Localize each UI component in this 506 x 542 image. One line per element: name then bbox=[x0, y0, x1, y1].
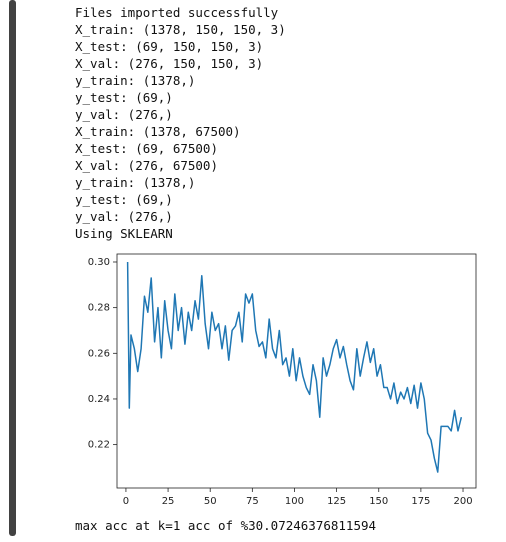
y-tick-label: 0.26 bbox=[88, 348, 110, 359]
x-tick-label: 150 bbox=[369, 496, 388, 507]
output-line: X_train: (1378, 67500) bbox=[75, 124, 241, 139]
x-tick-label: 50 bbox=[204, 496, 217, 507]
output-line: Using SKLEARN bbox=[75, 226, 173, 241]
result-text: max acc at k=1 acc of %30.07246376811594 bbox=[75, 518, 376, 533]
x-tick-label: 175 bbox=[411, 496, 430, 507]
output-line: y_train: (1378,) bbox=[75, 175, 195, 190]
x-tick-label: 125 bbox=[327, 496, 346, 507]
y-tick-label: 0.30 bbox=[88, 257, 110, 268]
x-tick-label: 100 bbox=[285, 496, 304, 507]
y-tick-label: 0.22 bbox=[88, 440, 110, 451]
output-line: X_test: (69, 150, 150, 3) bbox=[75, 39, 263, 54]
output-line: y_test: (69,) bbox=[75, 192, 173, 207]
output-line: y_val: (276,) bbox=[75, 107, 173, 122]
y-tick-label: 0.28 bbox=[88, 303, 110, 314]
output-line: X_val: (276, 67500) bbox=[75, 158, 218, 173]
output-line: Files imported successfully bbox=[75, 5, 279, 20]
output-line: X_train: (1378, 150, 150, 3) bbox=[75, 22, 286, 37]
x-tick-label: 200 bbox=[453, 496, 472, 507]
axes-frame bbox=[116, 253, 477, 489]
output-line: y_val: (276,) bbox=[75, 209, 173, 224]
output-line: X_test: (69, 67500) bbox=[75, 141, 218, 156]
cell-bar bbox=[9, 0, 16, 536]
x-tick-label: 0 bbox=[123, 496, 129, 507]
y-tick-label: 0.24 bbox=[88, 394, 110, 405]
data-line bbox=[126, 261, 463, 473]
x-tick-label: 75 bbox=[246, 496, 259, 507]
output-line: X_val: (276, 150, 150, 3) bbox=[75, 56, 263, 71]
x-tick-label: 25 bbox=[162, 496, 175, 507]
output-line: y_test: (69,) bbox=[75, 90, 173, 105]
output-line: y_train: (1378,) bbox=[75, 73, 195, 88]
